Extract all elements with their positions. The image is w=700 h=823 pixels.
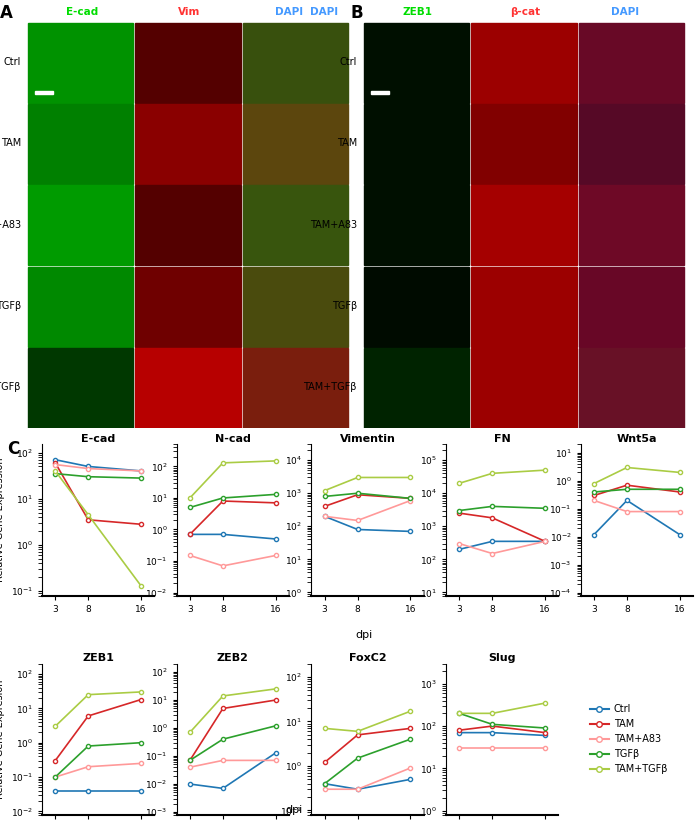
Bar	[579, 104, 684, 184]
Bar	[35, 91, 52, 94]
Text: DAPI: DAPI	[310, 7, 339, 17]
Bar	[28, 104, 133, 184]
Text: E-cad: E-cad	[66, 7, 98, 17]
Title: Vimentin: Vimentin	[340, 434, 396, 444]
Text: TAM+A83: TAM+A83	[310, 220, 357, 230]
Title: Wnt5a: Wnt5a	[617, 434, 657, 444]
Text: TAM+TGFβ: TAM+TGFβ	[304, 383, 357, 393]
Title: N-cad: N-cad	[215, 434, 251, 444]
Bar	[28, 23, 133, 103]
Text: TAM: TAM	[337, 138, 357, 148]
Bar	[579, 23, 684, 103]
Bar	[135, 267, 241, 346]
Bar	[471, 185, 577, 265]
Bar	[243, 104, 348, 184]
Text: Merge w: Merge w	[556, 7, 611, 17]
Text: Vim: Vim	[178, 7, 200, 17]
Text: β-cat: β-cat	[510, 7, 540, 17]
Bar	[135, 348, 241, 428]
Title: FN: FN	[494, 434, 510, 444]
Bar	[364, 267, 469, 346]
Text: Ctrl: Ctrl	[340, 57, 357, 67]
Bar	[471, 267, 577, 346]
Text: ZEB1: ZEB1	[402, 7, 433, 17]
Bar	[28, 348, 133, 428]
Y-axis label: Relative Gene Expresion: Relative Gene Expresion	[0, 680, 5, 799]
Text: dpi: dpi	[286, 805, 302, 815]
Text: TGFβ: TGFβ	[332, 301, 357, 311]
Text: Ctrl: Ctrl	[4, 57, 21, 67]
Bar	[471, 348, 577, 428]
Bar	[364, 185, 469, 265]
Text: Merge w: Merge w	[228, 7, 282, 17]
Text: Merge w: Merge w	[220, 7, 275, 17]
Bar	[579, 185, 684, 265]
Text: DAPI: DAPI	[611, 7, 639, 17]
Bar	[135, 23, 241, 103]
Title: ZEB1: ZEB1	[82, 653, 114, 663]
Text: TGFβ: TGFβ	[0, 301, 21, 311]
Title: Slug: Slug	[489, 653, 516, 663]
Title: FoxC2: FoxC2	[349, 653, 386, 663]
Bar	[243, 348, 348, 428]
Bar	[28, 267, 133, 346]
Bar	[364, 23, 469, 103]
Text: B: B	[350, 4, 363, 22]
Bar	[364, 104, 469, 184]
Bar	[371, 91, 388, 94]
Bar	[243, 267, 348, 346]
Bar	[135, 185, 241, 265]
Bar	[471, 104, 577, 184]
Title: E-cad: E-cad	[81, 434, 116, 444]
Bar	[471, 23, 577, 103]
Y-axis label: Relative Gene Expression: Relative Gene Expression	[0, 458, 5, 583]
Bar	[243, 185, 348, 265]
Bar	[243, 23, 348, 103]
Bar	[135, 104, 241, 184]
Bar	[364, 348, 469, 428]
Text: dpi: dpi	[356, 630, 372, 639]
Title: ZEB2: ZEB2	[217, 653, 248, 663]
Legend: Ctrl, TAM, TAM+A83, TGFβ, TAM+TGFβ: Ctrl, TAM, TAM+A83, TGFβ, TAM+TGFβ	[586, 700, 671, 778]
Text: A: A	[0, 4, 13, 22]
Text: TAM: TAM	[1, 138, 21, 148]
Text: C: C	[7, 440, 20, 458]
Text: TAM+A83: TAM+A83	[0, 220, 21, 230]
Text: DAPI: DAPI	[275, 7, 303, 17]
Bar	[579, 267, 684, 346]
Bar	[28, 185, 133, 265]
Text: TAM+TGFβ: TAM+TGFβ	[0, 383, 21, 393]
Bar	[579, 348, 684, 428]
